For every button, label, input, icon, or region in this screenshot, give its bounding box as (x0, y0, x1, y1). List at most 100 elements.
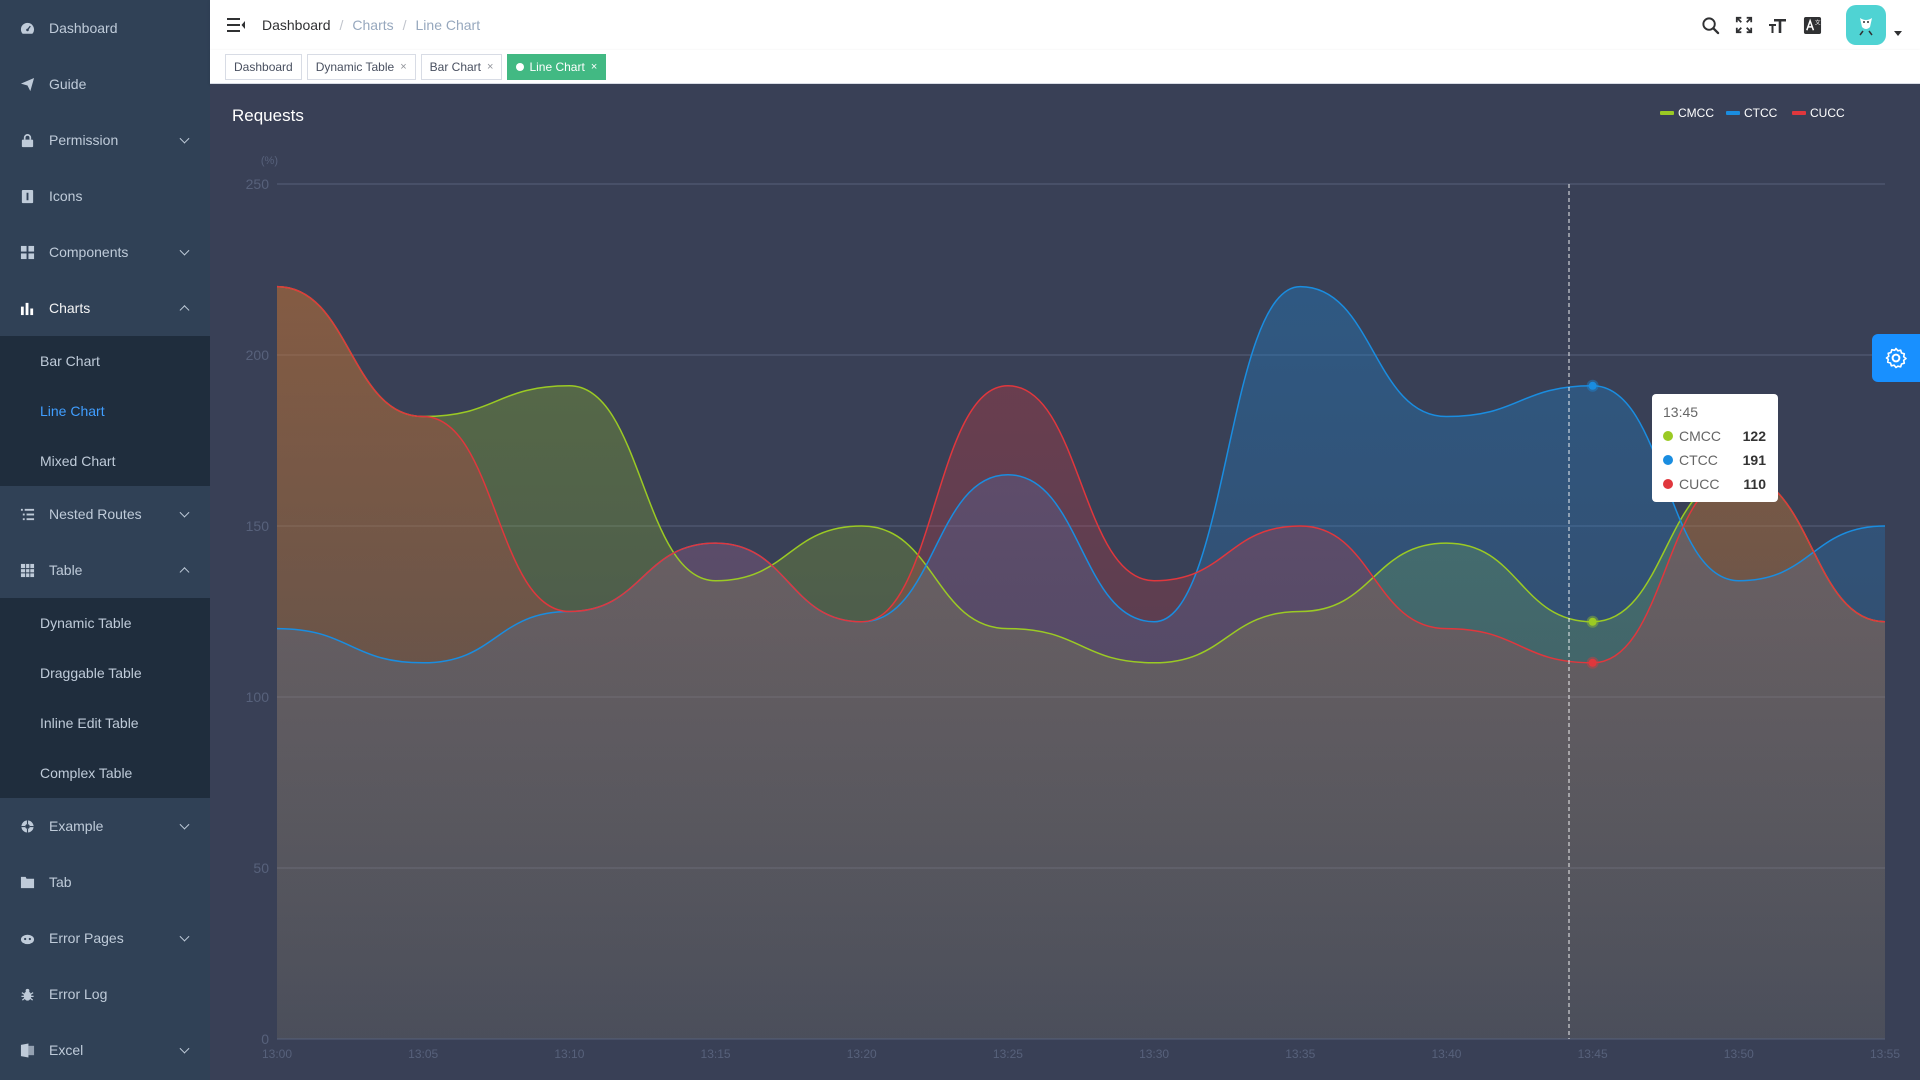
sidebar-item-label: Excel (49, 1042, 84, 1058)
chevron-down-icon (179, 133, 190, 144)
sidebar-item-icons[interactable]: Icons (0, 168, 210, 224)
font-size-icon[interactable] (1768, 15, 1788, 35)
x-tick-label: 13:45 (1578, 1047, 1608, 1061)
breadcrumb-item[interactable]: Dashboard (262, 17, 331, 33)
sidebar-item-label: Permission (49, 132, 119, 148)
sidebar-item-charts[interactable]: Charts (0, 280, 210, 336)
hover-point-cucc (1586, 656, 1599, 669)
chevron-up-icon (179, 567, 190, 578)
sidebar-item-example[interactable]: Example (0, 798, 210, 854)
sidebar-item-label: Icons (49, 188, 83, 204)
chevron-down-icon (179, 931, 190, 942)
tooltip-title: 13:45 (1663, 404, 1698, 420)
components-icon (20, 245, 35, 260)
language-icon[interactable]: 文 (1802, 15, 1822, 35)
legend-item-cmcc[interactable]: CMCC (1660, 106, 1714, 120)
x-tick-label: 13:20 (847, 1047, 877, 1061)
tag-line-chart[interactable]: Line Chart × (507, 53, 607, 80)
y-tick-label: 0 (261, 1031, 269, 1047)
y-tick-label: 250 (246, 176, 270, 192)
legend-swatch (1660, 111, 1674, 115)
icons-icon (20, 189, 35, 204)
sidebar-item-error-pages[interactable]: Error Pages (0, 910, 210, 966)
chart-icon (20, 301, 35, 316)
sidebar-subitem-line-chart[interactable]: Line Chart (40, 403, 105, 419)
breadcrumb: Dashboard / Charts / Line Chart (262, 17, 480, 33)
breadcrumb-separator: / (339, 17, 344, 33)
sidebar: Dashboard Guide Permission Icons Components C… (0, 0, 210, 1080)
sidebar-item-nested-routes[interactable]: Nested Routes (0, 486, 210, 542)
legend-label: CUCC (1810, 106, 1845, 120)
x-tick-label: 13:30 (1139, 1047, 1169, 1061)
main-content: Requests (%) 0 50 100 150 200 250 13:00 13:05 13:1… (210, 84, 1920, 1080)
close-icon[interactable]: × (400, 60, 407, 73)
sidebar-item-error-log[interactable]: Error Log (0, 966, 210, 1022)
tooltip-marker (1663, 431, 1673, 441)
x-tick-label: 13:15 (701, 1047, 731, 1061)
sidebar-subitem-draggable-table[interactable]: Draggable Table (40, 665, 142, 681)
sidebar-item-components[interactable]: Components (0, 224, 210, 280)
sidebar-item-label: Error Pages (49, 930, 124, 946)
tooltip-marker (1663, 479, 1673, 489)
y-tick-label: 50 (253, 860, 269, 876)
svg-text:文: 文 (1814, 18, 1820, 26)
tag-dashboard[interactable]: Dashboard (225, 53, 302, 80)
breadcrumb-separator: / (402, 17, 407, 33)
sidebar-item-label: Table (49, 562, 83, 578)
sidebar-item-guide[interactable]: Guide (0, 56, 210, 112)
error-pages-icon (20, 931, 35, 946)
tooltip-value: 191 (1743, 452, 1767, 468)
chevron-up-icon (179, 305, 190, 316)
legend-item-ctcc[interactable]: CTCC (1726, 106, 1778, 120)
tag-dynamic-table[interactable]: Dynamic Table × (306, 53, 416, 80)
fullscreen-icon[interactable] (1734, 15, 1754, 35)
sidebar-subitem-dynamic-table[interactable]: Dynamic Table (40, 615, 132, 631)
chevron-down-icon (179, 819, 190, 830)
settings-button[interactable] (1872, 334, 1920, 382)
sidebar-subitem-bar-chart[interactable]: Bar Chart (40, 353, 100, 369)
sidebar-item-excel[interactable]: Excel (0, 1022, 210, 1078)
nested-icon (20, 507, 35, 522)
x-tick-label: 13:50 (1724, 1047, 1754, 1061)
hover-point-ctcc (1586, 379, 1599, 392)
tooltip-series-name: CTCC (1679, 452, 1718, 468)
sidebar-item-dashboard[interactable]: Dashboard (0, 0, 210, 56)
close-icon[interactable]: × (487, 60, 494, 73)
tooltip-marker (1663, 455, 1673, 465)
sidebar-item-table[interactable]: Table (0, 542, 210, 598)
x-tick-label: 13:25 (993, 1047, 1023, 1061)
sidebar-item-permission[interactable]: Permission (0, 112, 210, 168)
sidebar-subitem-complex-table[interactable]: Complex Table (40, 765, 133, 781)
y-axis-label: (%) (261, 155, 278, 167)
sidebar-item-label: Components (49, 244, 129, 260)
gear-icon (1885, 347, 1907, 369)
caret-down-icon[interactable] (1894, 30, 1902, 36)
chevron-down-icon (179, 1043, 190, 1054)
close-icon[interactable]: × (590, 60, 598, 73)
tooltip-box (1652, 394, 1778, 502)
legend-swatch (1726, 111, 1740, 115)
chevron-down-icon (179, 507, 190, 518)
sidebar-subitem-inline-edit-table[interactable]: Inline Edit Table (40, 715, 139, 731)
legend-item-cucc[interactable]: CUCC (1792, 106, 1845, 120)
sidebar-subitem-mixed-chart[interactable]: Mixed Chart (40, 453, 116, 469)
x-tick-label: 13:40 (1431, 1047, 1461, 1061)
tag-label: Line Chart (529, 59, 585, 74)
hamburger-icon[interactable] (226, 15, 246, 35)
x-tick-label: 13:10 (554, 1047, 584, 1061)
breadcrumb-item: Line Chart (415, 17, 481, 33)
series-line-cucc (276, 285, 1886, 664)
x-tick-label: 13:05 (408, 1047, 438, 1061)
avatar[interactable] (1846, 5, 1886, 45)
excel-icon (20, 1042, 35, 1058)
sidebar-item-tab[interactable]: Tab (0, 854, 210, 910)
x-tick-label: 13:00 (262, 1047, 292, 1061)
y-tick-label: 150 (246, 518, 270, 534)
sidebar-item-label: Dashboard (49, 20, 118, 36)
search-icon[interactable] (1700, 15, 1720, 35)
right-menu: 文 (1700, 0, 1920, 50)
tag-bar-chart[interactable]: Bar Chart × (420, 53, 503, 80)
legend-label: CTCC (1744, 106, 1778, 120)
chart-tooltip: 13:45 CMCC 122 CTCC 191 CUCC 110 (1652, 394, 1778, 502)
navbar: Dashboard / Charts / Line Chart 文 (210, 0, 1920, 50)
